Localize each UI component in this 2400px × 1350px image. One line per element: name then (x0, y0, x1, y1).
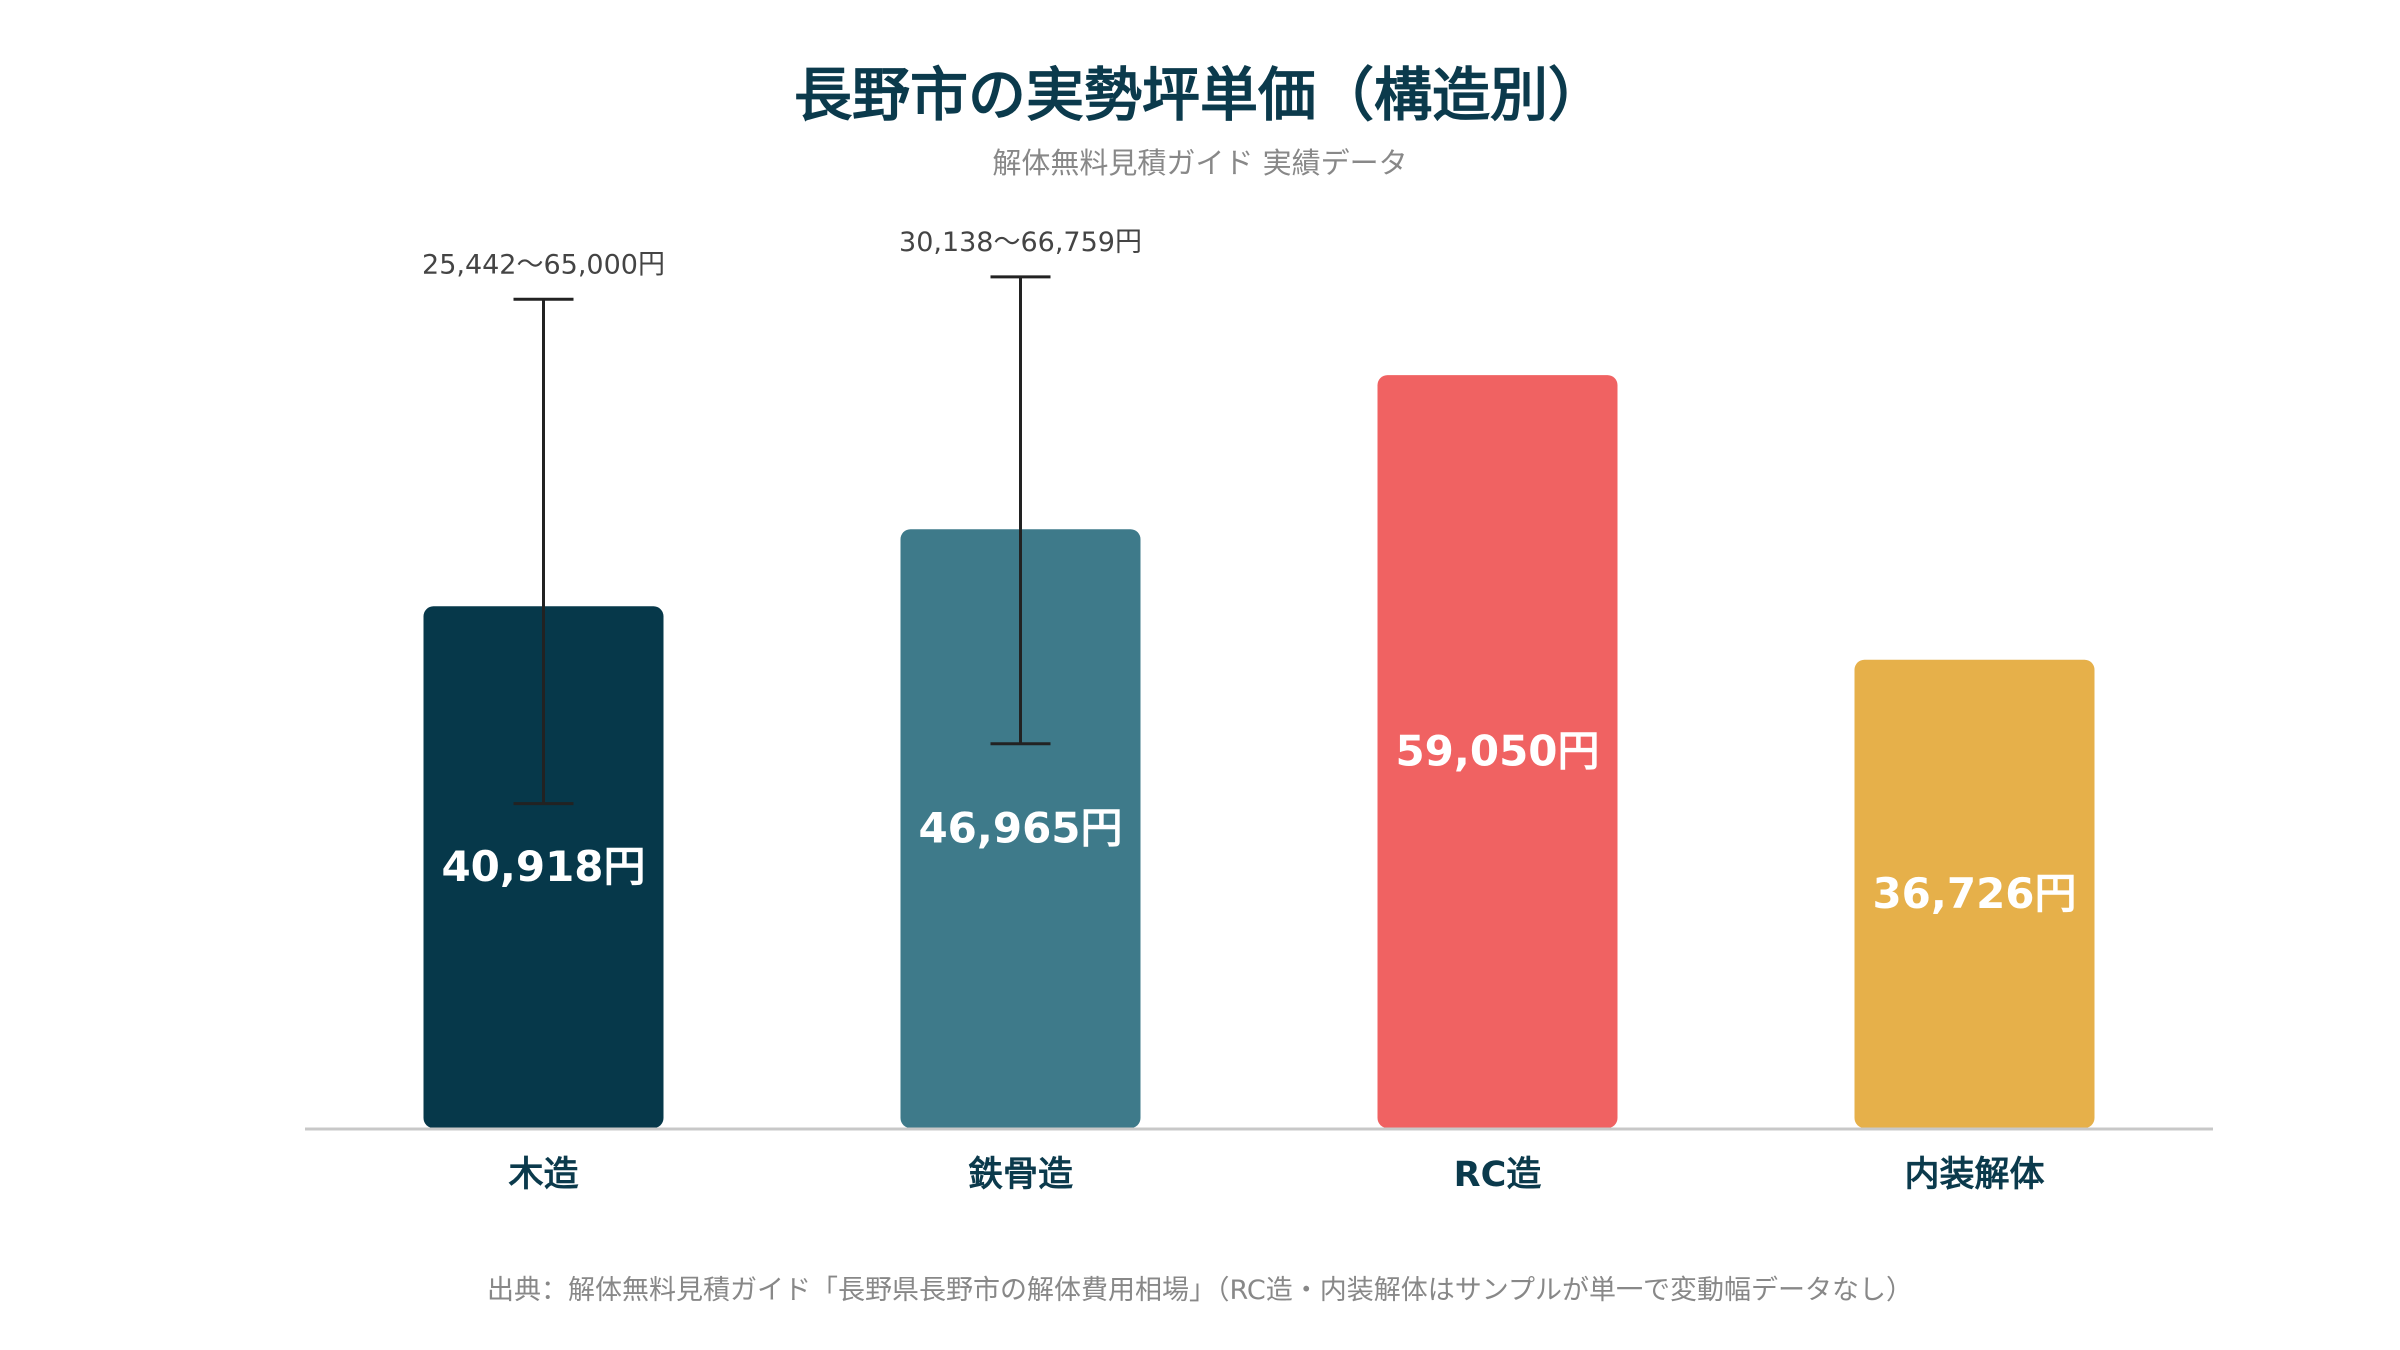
chart-subtitle: 解体無料見積ガイド 実績データ (992, 146, 1408, 180)
bar-4 (1854, 659, 2095, 1128)
bar-value-label-3: 59,050円 (1395, 727, 1599, 776)
range-label-1: 25,442〜65,000円 (422, 249, 665, 280)
bar-1 (423, 606, 664, 1128)
range-label-2: 30,138〜66,759円 (899, 227, 1142, 258)
chart-title: 長野市の実勢坪単価（構造別） (793, 61, 1606, 129)
category-label-1: 木造 (508, 1155, 578, 1195)
bar-value-label-2: 46,965円 (918, 804, 1122, 853)
category-label-2: 鉄骨造 (968, 1154, 1073, 1195)
bar-3 (1377, 375, 1618, 1128)
bar-value-label-1: 40,918円 (441, 842, 645, 891)
chart-source-note: 出典：解体無料見積ガイド「長野県長野市の解体費用相場」（RC造・内装解体はサンプ… (487, 1275, 1913, 1306)
category-label-4: 内装解体 (1904, 1155, 2044, 1195)
category-label-3: RC造 (1454, 1155, 1542, 1195)
bar-2 (900, 529, 1141, 1128)
bar-value-label-4: 36,726円 (1872, 869, 2076, 918)
